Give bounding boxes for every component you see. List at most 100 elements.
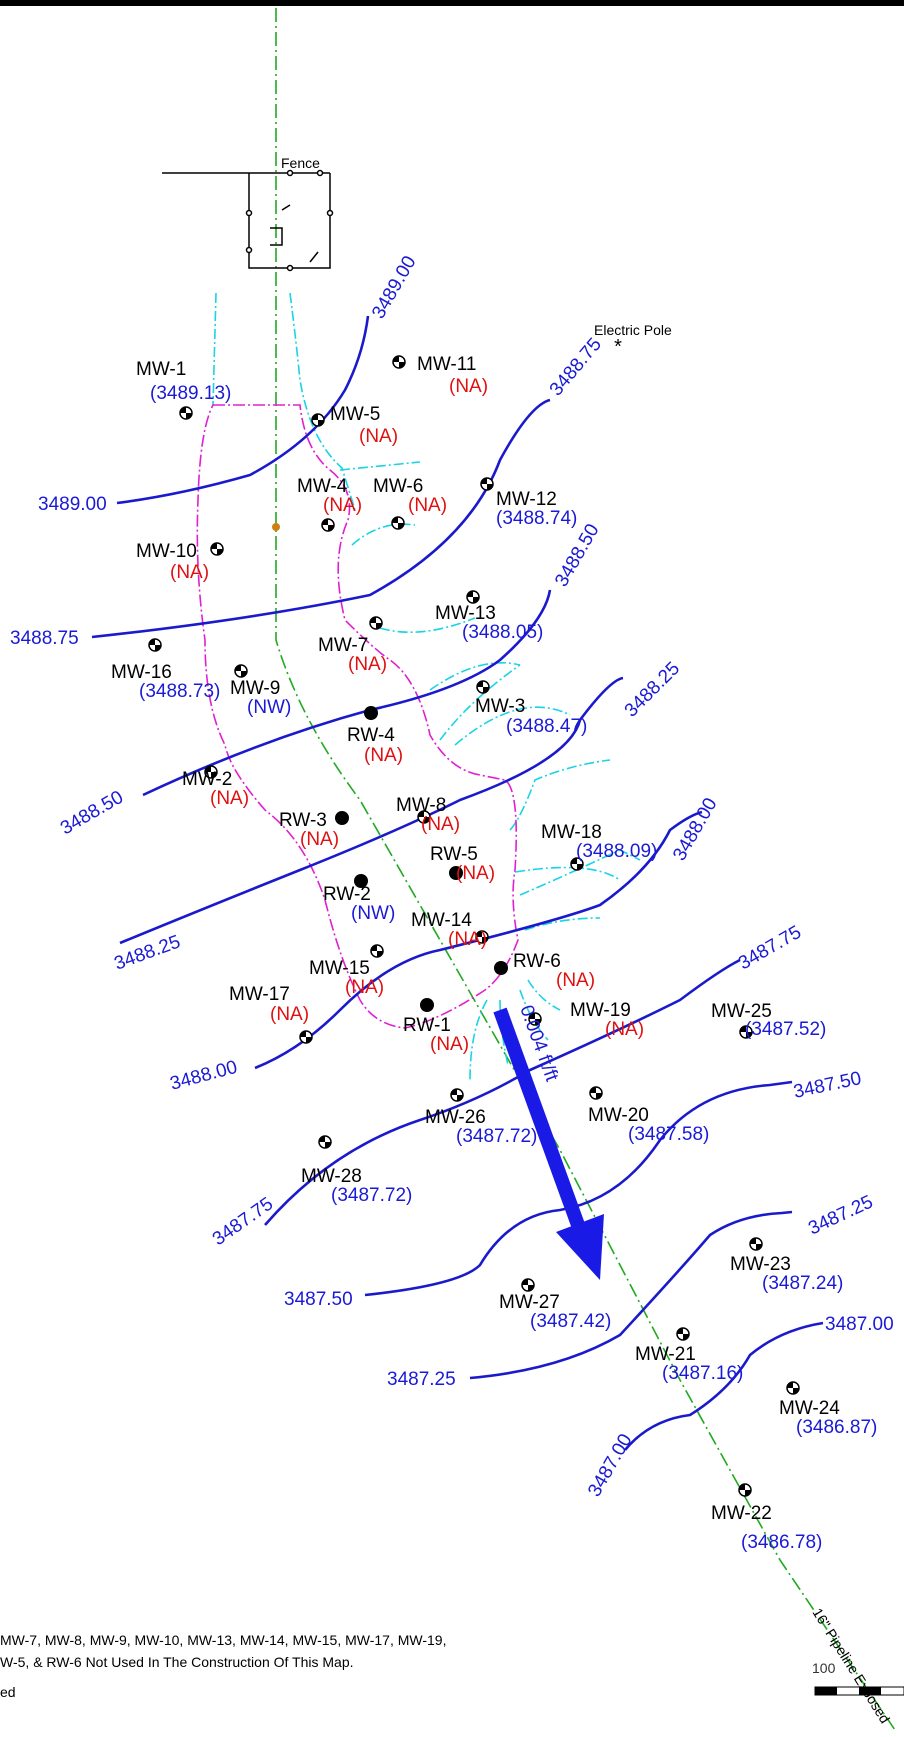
flow-direction-arrow-icon <box>493 1007 604 1280</box>
monitoring-well-icon <box>528 1012 542 1026</box>
well-name-label: MW-6 <box>373 476 423 497</box>
well-mw-20: MW-20(3487.58) <box>588 1086 709 1145</box>
monitoring-well-icon <box>391 516 405 530</box>
well-name-label: RW-3 <box>279 810 327 831</box>
well-elevation-label: (NA) <box>430 1034 469 1055</box>
wells-layer: MW-1 (3489.13) MW-11(NA) MW-5(NA) MW-4(NA) MW… <box>111 354 877 1553</box>
well-mw-10: MW-10(NA) <box>136 541 224 583</box>
recovery-well-icon <box>354 874 368 888</box>
well-name-label: MW-1 <box>136 359 186 380</box>
cyan-drainage-features <box>212 292 641 1081</box>
well-elevation-label: (NA) <box>210 788 249 809</box>
well-name-label: MW-2 <box>182 769 232 790</box>
monitoring-well-icon <box>476 680 490 694</box>
well-elevation-label: (NA) <box>300 829 339 850</box>
well-mw-7: MW-7(NA) <box>318 616 387 675</box>
well-mw-13: MW-13(3488.05) <box>435 590 543 643</box>
well-name-label: MW-26 <box>425 1107 486 1128</box>
contour-label-348725-left: 3487.25 <box>387 1369 456 1390</box>
fence-label: Fence <box>281 155 320 171</box>
well-elevation-label: (NA) <box>449 376 488 397</box>
note-line-2: W-5, & RW-6 Not Used In The Construction… <box>0 1654 354 1670</box>
well-elevation-label: (3487.72) <box>456 1126 537 1147</box>
recovery-well-icon <box>420 998 434 1012</box>
well-elevation-label: (NA) <box>605 1019 644 1040</box>
recovery-well-icon <box>494 961 508 975</box>
well-rw-3: RW-3(NA) <box>279 810 349 850</box>
well-elevation-label: (NA) <box>170 562 209 583</box>
well-mw-9: MW-9(NW) <box>230 664 291 718</box>
fence-enclosure <box>162 169 334 272</box>
monitoring-well-icon <box>417 810 431 824</box>
monitoring-well-icon <box>148 638 162 652</box>
monitoring-well-icon <box>369 616 383 630</box>
well-elevation-label: (3488.09) <box>576 841 657 862</box>
monitoring-well-icon <box>210 542 224 556</box>
well-mw-19: MW-19(NA) <box>528 1000 644 1040</box>
monitoring-well-icon <box>589 1086 603 1100</box>
well-mw-26: MW-26(3487.72) <box>425 1088 537 1147</box>
well-mw-16: MW-16(3488.73) <box>111 638 220 702</box>
well-name-label: MW-19 <box>570 1000 631 1021</box>
well-name-label: MW-24 <box>779 1398 840 1419</box>
well-mw-5: MW-5(NA) <box>311 404 398 447</box>
scale-bar-label: 100 <box>812 1660 836 1676</box>
well-elevation-label: (NW) <box>351 903 395 924</box>
monitoring-well-icon <box>234 664 248 678</box>
pipeline-line <box>275 8 896 1731</box>
recovery-well-icon <box>335 811 349 825</box>
well-name-label: MW-15 <box>309 958 370 979</box>
well-name-label: MW-25 <box>711 1001 772 1022</box>
notes-block: MW-7, MW-8, MW-9, MW-10, MW-13, MW-14, M… <box>0 1632 446 1700</box>
well-elevation-label: (3487.72) <box>331 1185 412 1206</box>
well-mw-27: MW-27(3487.42) <box>499 1278 611 1332</box>
well-name-label: MW-27 <box>499 1292 560 1313</box>
well-name-label: MW-7 <box>318 635 368 656</box>
well-elevation-label: (3487.24) <box>762 1273 843 1294</box>
monitoring-well-icon <box>738 1483 752 1497</box>
well-mw-21: MW-21(3487.16) <box>635 1327 743 1384</box>
well-name-label: MW-20 <box>588 1105 649 1126</box>
well-name-label: MW-10 <box>136 541 197 562</box>
well-rw-1: RW-1(NA) <box>403 998 469 1055</box>
well-elevation-label: (3487.16) <box>662 1363 743 1384</box>
well-mw-11: MW-11(NA) <box>392 354 488 397</box>
monitoring-well-icon <box>299 1030 313 1044</box>
well-name-label: MW-18 <box>541 822 602 843</box>
well-mw-3: MW-3(3488.47) <box>475 680 587 737</box>
well-elevation-label: (NA) <box>408 495 447 516</box>
well-rw-2: RW-2(NW) <box>323 874 395 924</box>
well-mw-24: MW-24(3486.87) <box>779 1381 877 1438</box>
well-elevation-label: (NA) <box>359 426 398 447</box>
well-elevation-label: (NA) <box>448 929 487 950</box>
monitoring-well-icon <box>786 1381 800 1395</box>
well-name-label: RW-4 <box>347 725 395 746</box>
well-name-label: MW-21 <box>635 1344 696 1365</box>
well-mw-15: MW-15(NA) <box>309 944 384 998</box>
well-rw-5: RW-5(NA) <box>430 844 495 884</box>
well-elevation-label: (NA) <box>270 1004 309 1025</box>
monitoring-well-icon <box>311 413 325 427</box>
pipeline-marker-icon <box>272 523 280 531</box>
well-mw-4: MW-4(NA) <box>297 476 362 532</box>
well-elevation-label: (NA) <box>345 977 384 998</box>
well-mw-25: MW-25(3487.52) <box>711 1001 826 1040</box>
monitoring-well-icon <box>450 1088 464 1102</box>
monitoring-well-icon <box>204 765 218 779</box>
well-name-label: RW-5 <box>430 844 478 865</box>
contour-lines <box>91 315 824 1451</box>
well-name-label: MW-9 <box>230 678 280 699</box>
note-line-3: ed <box>0 1684 16 1700</box>
well-name-label: MW-13 <box>435 603 496 624</box>
monitoring-well-icon <box>179 406 193 420</box>
well-name-label: MW-28 <box>301 1166 362 1187</box>
well-elevation-label: (3486.78) <box>741 1532 822 1553</box>
well-name-label: MW-8 <box>396 795 446 816</box>
well-name-label: MW-12 <box>496 489 557 510</box>
well-mw-22: MW-22 (3486.78) <box>711 1483 822 1553</box>
monitoring-well-icon <box>676 1327 690 1341</box>
well-name-label: RW-6 <box>513 951 561 972</box>
well-elevation-label: (3487.42) <box>530 1311 611 1332</box>
well-elevation-label: (3489.13) <box>150 383 231 404</box>
